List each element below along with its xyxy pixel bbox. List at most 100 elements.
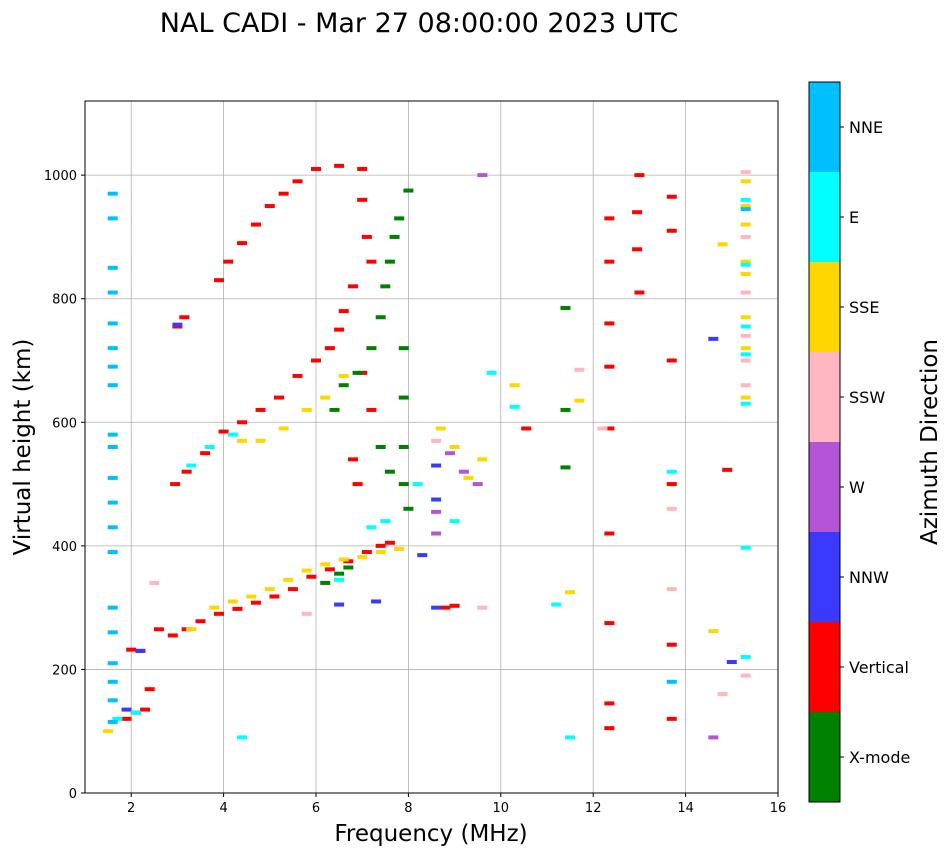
data-point bbox=[560, 407, 571, 412]
series-nne bbox=[107, 191, 751, 724]
data-point bbox=[107, 475, 118, 480]
data-point bbox=[347, 284, 358, 289]
data-point bbox=[565, 735, 576, 740]
colorbar-tick-label: Vertical bbox=[849, 658, 909, 677]
colorbar-frame bbox=[808, 81, 841, 803]
y-tick-label: 0 bbox=[69, 787, 77, 802]
data-point bbox=[740, 324, 751, 329]
data-point bbox=[708, 735, 719, 740]
azimuth-colorbar: X-mode Vertical NNW W SSW SSE E NNE bbox=[808, 81, 910, 803]
data-point bbox=[269, 594, 280, 599]
x-tick-label: 4 bbox=[219, 801, 227, 816]
data-point bbox=[334, 327, 345, 332]
data-point bbox=[604, 321, 615, 326]
data-point bbox=[472, 482, 483, 487]
data-point bbox=[412, 482, 423, 487]
data-point bbox=[560, 465, 571, 470]
data-point bbox=[250, 600, 261, 605]
data-point bbox=[440, 605, 451, 610]
data-point bbox=[604, 364, 615, 369]
data-point bbox=[366, 525, 377, 530]
data-point bbox=[292, 373, 303, 378]
data-point bbox=[431, 438, 442, 443]
data-point bbox=[172, 322, 183, 327]
data-point bbox=[604, 216, 615, 221]
y-tick-label: 600 bbox=[52, 416, 77, 431]
data-point bbox=[103, 729, 114, 734]
data-point bbox=[237, 438, 248, 443]
data-point bbox=[740, 204, 751, 209]
colorbar-tick-label: E bbox=[849, 208, 859, 227]
data-point bbox=[287, 587, 298, 592]
colorbar-segment bbox=[809, 532, 840, 622]
data-point bbox=[107, 346, 118, 351]
series-nnw bbox=[121, 322, 737, 712]
data-point bbox=[338, 557, 349, 562]
data-point bbox=[107, 698, 118, 703]
data-point bbox=[223, 259, 234, 264]
data-point bbox=[380, 284, 391, 289]
data-point bbox=[398, 482, 409, 487]
data-point bbox=[740, 346, 751, 351]
x-axis-ticks: 2 4 6 8 10 12 14 16 bbox=[127, 793, 786, 816]
data-point bbox=[740, 197, 751, 202]
data-point bbox=[334, 163, 345, 168]
plot-frame bbox=[84, 100, 779, 794]
data-point bbox=[301, 407, 312, 412]
colorbar-segment bbox=[809, 712, 840, 802]
data-point bbox=[283, 577, 294, 582]
data-point bbox=[107, 719, 118, 724]
data-point bbox=[740, 545, 751, 550]
series-w bbox=[431, 173, 719, 740]
data-point bbox=[740, 352, 751, 357]
data-point bbox=[264, 204, 275, 209]
colorbar-tick-label: W bbox=[849, 478, 865, 497]
data-point bbox=[384, 259, 395, 264]
data-point bbox=[740, 655, 751, 660]
data-point bbox=[320, 580, 331, 585]
x-tick-label: 8 bbox=[404, 801, 412, 816]
data-point bbox=[666, 642, 677, 647]
data-point bbox=[338, 373, 349, 378]
colorbar-segment bbox=[809, 352, 840, 442]
data-point bbox=[634, 290, 645, 295]
data-point bbox=[121, 716, 132, 721]
data-point bbox=[666, 506, 677, 511]
data-point bbox=[717, 242, 728, 247]
data-point bbox=[361, 550, 372, 555]
data-point bbox=[726, 660, 737, 665]
y-tick-label: 1000 bbox=[44, 169, 77, 184]
data-point bbox=[320, 562, 331, 567]
data-point bbox=[740, 401, 751, 406]
series-sse bbox=[103, 179, 751, 734]
data-point bbox=[389, 234, 400, 239]
x-tick-label: 10 bbox=[493, 801, 510, 816]
data-point bbox=[509, 404, 520, 409]
x-tick-label: 6 bbox=[312, 801, 320, 816]
data-point bbox=[329, 407, 340, 412]
chart-title: NAL CADI - Mar 27 08:00:00 2023 UTC bbox=[160, 8, 678, 39]
data-point bbox=[195, 619, 206, 624]
data-point bbox=[722, 467, 733, 472]
data-point bbox=[740, 315, 751, 320]
data-point bbox=[181, 469, 192, 474]
data-point bbox=[352, 482, 363, 487]
data-point bbox=[604, 701, 615, 706]
data-point bbox=[394, 546, 405, 551]
data-point bbox=[521, 426, 532, 431]
data-point bbox=[375, 543, 386, 548]
data-point bbox=[255, 407, 266, 412]
data-point bbox=[278, 426, 289, 431]
data-point bbox=[560, 305, 571, 310]
data-point bbox=[306, 574, 317, 579]
colorbar-segment bbox=[809, 622, 840, 712]
data-point bbox=[301, 568, 312, 573]
data-point bbox=[107, 216, 118, 221]
data-point bbox=[107, 550, 118, 555]
data-point bbox=[311, 358, 321, 363]
data-point bbox=[604, 259, 615, 264]
data-point bbox=[604, 426, 615, 431]
y-tick-label: 200 bbox=[52, 663, 77, 678]
data-point bbox=[264, 587, 275, 592]
data-point bbox=[250, 222, 261, 227]
